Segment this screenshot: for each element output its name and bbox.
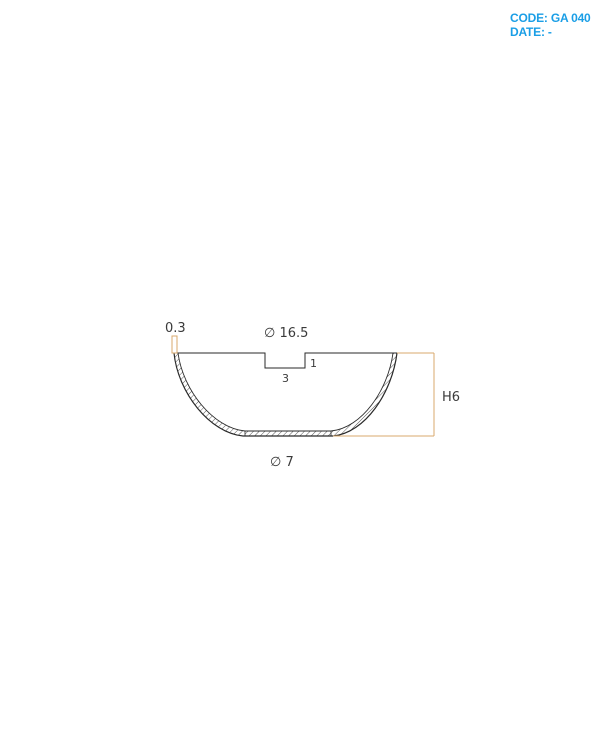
code-row: CODE: GA 040	[510, 11, 591, 25]
date-row: DATE: -	[510, 25, 591, 39]
bowl-rim-with-notch	[174, 352, 397, 369]
bowl-outer-profile	[173, 352, 398, 437]
bottom-diameter-label: ∅ 7	[270, 455, 294, 470]
bowl-wall-section-left	[174, 353, 245, 436]
bowl-wall-section-right	[331, 353, 397, 436]
bowl-base-section	[244, 430, 332, 437]
notch-depth-label: 1	[310, 357, 317, 370]
date-value: -	[547, 25, 552, 39]
code-value: GA 040	[550, 11, 591, 25]
code-label: CODE:	[510, 11, 548, 25]
height-label: H6	[442, 390, 460, 405]
thickness-indicator	[171, 335, 178, 354]
top-diameter-label: ∅ 16.5	[264, 326, 308, 341]
date-label: DATE:	[510, 25, 545, 39]
thickness-label: 0.3	[165, 321, 186, 336]
notch-width-label: 3	[282, 372, 289, 385]
drawing-meta: CODE: GA 040 DATE: -	[510, 11, 591, 39]
